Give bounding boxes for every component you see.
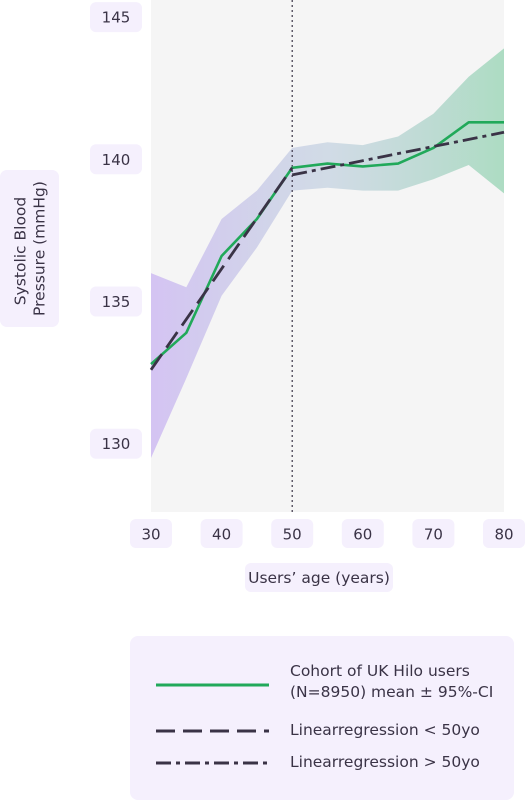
y-tick-box-145 (90, 2, 142, 33)
legend-label-linear-under-50: Linearregression < 50yo (290, 721, 480, 739)
x-tick-box-40 (200, 519, 243, 548)
y-tick-label-130: 130 (102, 435, 131, 453)
x-tick-box-50 (271, 519, 314, 548)
x-tick-box-70 (412, 519, 455, 548)
y-tick-box-130 (90, 428, 142, 459)
y-tick-box-140 (90, 144, 142, 175)
legend-label-cohort-line-1: Cohort of UK Hilo users (290, 662, 470, 680)
x-tick-label-80: 80 (494, 526, 513, 544)
legend-label-cohort: Cohort of UK Hilo users (N=8950) mean ± … (290, 661, 493, 703)
x-tick-label-50: 50 (283, 526, 302, 544)
x-tick-box-80 (483, 519, 525, 548)
y-tick-label-140: 140 (102, 151, 131, 169)
legend-label-linear-over-50: Linearregression > 50yo (290, 753, 480, 771)
x-tick-label-40: 40 (212, 526, 231, 544)
series-linear-under-50-line (149, 166, 294, 371)
x-tick-label-30: 30 (141, 526, 160, 544)
y-tick-label-145: 145 (102, 9, 131, 27)
x-tick-label-70: 70 (424, 526, 443, 544)
legend-swatch-dash-dot (156, 761, 269, 765)
x-axis-label: Users’ age (years) (248, 569, 390, 587)
y-axis-label-box (0, 170, 59, 327)
x-tick-box-30 (130, 519, 172, 548)
series-cohort-mean-line (150, 121, 504, 366)
legend-item-linear-over-50: Linearregression > 50yo (130, 752, 514, 774)
y-tick-label-135: 135 (102, 293, 131, 311)
legend-item-cohort: Cohort of UK Hilo users (N=8950) mean ± … (130, 660, 514, 706)
legend-swatch-dashed (156, 729, 269, 733)
x-axis-label-box (245, 563, 393, 592)
y-tick-box-135 (90, 286, 142, 317)
legend-item-linear-under-50: Linearregression < 50yo (130, 720, 514, 742)
legend-label-cohort-line-2: (N=8950) mean ± 95%-CI (290, 683, 494, 701)
series-linear-over-50-line (291, 130, 505, 177)
x-tick-label-60: 60 (353, 526, 372, 544)
legend: Cohort of UK Hilo users (N=8950) mean ± … (130, 636, 514, 800)
legend-swatch-solid (156, 683, 269, 687)
x-tick-box-60 (341, 519, 384, 548)
y-axis-label-line-2: Pressure (mmHg) (31, 181, 49, 316)
y-axis-label: Systolic Blood Pressure (mmHg) (12, 181, 49, 316)
y-axis-label-line-1: Systolic Blood (12, 197, 30, 305)
